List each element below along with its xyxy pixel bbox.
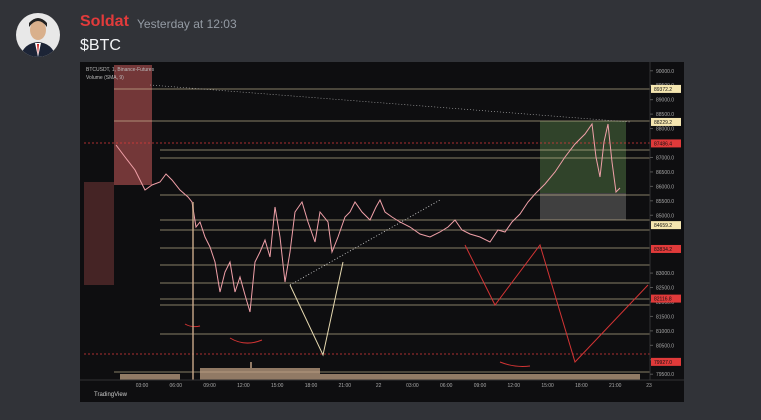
projection	[289, 261, 344, 357]
price-tag-label: 88229.2	[654, 120, 672, 126]
message-text: $BTC	[80, 37, 121, 54]
volume	[120, 202, 640, 380]
zone	[84, 182, 114, 285]
time-label: 21:00	[609, 383, 622, 389]
price-tag	[651, 84, 681, 93]
price-label: 83000.0	[656, 271, 674, 277]
price-tag-label: 79927.0	[654, 360, 672, 366]
time-label: 23	[646, 383, 652, 389]
price-label: 88000.0	[656, 127, 674, 133]
price-label: 88500.0	[656, 112, 674, 118]
price-label: 79500.0	[656, 372, 674, 378]
price-tag	[651, 294, 681, 303]
time-label: 15:00	[271, 383, 284, 389]
price-label: 86000.0	[656, 184, 674, 190]
time-label: 06:00	[440, 383, 453, 389]
time-label: 03:00	[136, 383, 149, 389]
price-label: 85000.0	[656, 213, 674, 219]
chart-image[interactable]: BTCUSDT, 1, Binance-Futures Volume (SMA,…	[80, 62, 684, 402]
time-label: 18:00	[305, 383, 318, 389]
price-tag-label: 89372.2	[654, 87, 672, 93]
timestamp: Yesterday at 12:03	[137, 17, 237, 31]
price-label: 90000.0	[656, 69, 674, 75]
volume-label: Volume (SMA, 9)	[86, 75, 124, 81]
price-tag-label: 84659.2	[654, 223, 672, 229]
time-label: 18:00	[575, 383, 588, 389]
watermark: TradingView	[94, 392, 128, 398]
symbol-line: BTCUSDT, 1, Binance-Futures	[86, 67, 155, 73]
zone	[540, 121, 626, 193]
price-tag	[651, 117, 681, 126]
time-label: 12:00	[508, 383, 521, 389]
time-label: 03:00	[406, 383, 419, 389]
price-line	[115, 122, 621, 313]
price-tag	[651, 357, 681, 366]
projection	[464, 243, 649, 363]
time-label: 22	[376, 383, 382, 389]
price-label: 82000.0	[656, 300, 674, 306]
price-tag	[651, 221, 681, 230]
chart-bg	[80, 62, 684, 402]
author[interactable]: Soldat	[80, 13, 129, 30]
price-label: 89000.0	[656, 98, 674, 104]
time-label: 21:00	[339, 383, 352, 389]
price-tag	[651, 244, 681, 253]
price-tag	[651, 139, 681, 148]
avatar[interactable]	[16, 13, 60, 57]
trendline	[149, 84, 631, 123]
price-label: 81000.0	[656, 329, 674, 335]
price-tag-label: 82116.8	[654, 297, 672, 303]
time-label: 09:00	[474, 383, 487, 389]
price-label: 86500.0	[656, 170, 674, 176]
fib-levels	[114, 88, 650, 373]
price-tag-label: 83834.2	[654, 247, 672, 253]
time-label: 12:00	[237, 383, 250, 389]
zone	[114, 65, 152, 185]
price-label: 82500.0	[656, 286, 674, 292]
time-label: 15:00	[541, 383, 554, 389]
price-label: 80500.0	[656, 343, 674, 349]
time-label: 06:00	[170, 383, 183, 389]
price-label: 81500.0	[656, 314, 674, 320]
price-label: 85500.0	[656, 199, 674, 205]
price-label: 87000.0	[656, 155, 674, 161]
zone	[540, 193, 626, 220]
time-label: 09:00	[203, 383, 216, 389]
price-tag-label: 87486.4	[654, 141, 672, 147]
